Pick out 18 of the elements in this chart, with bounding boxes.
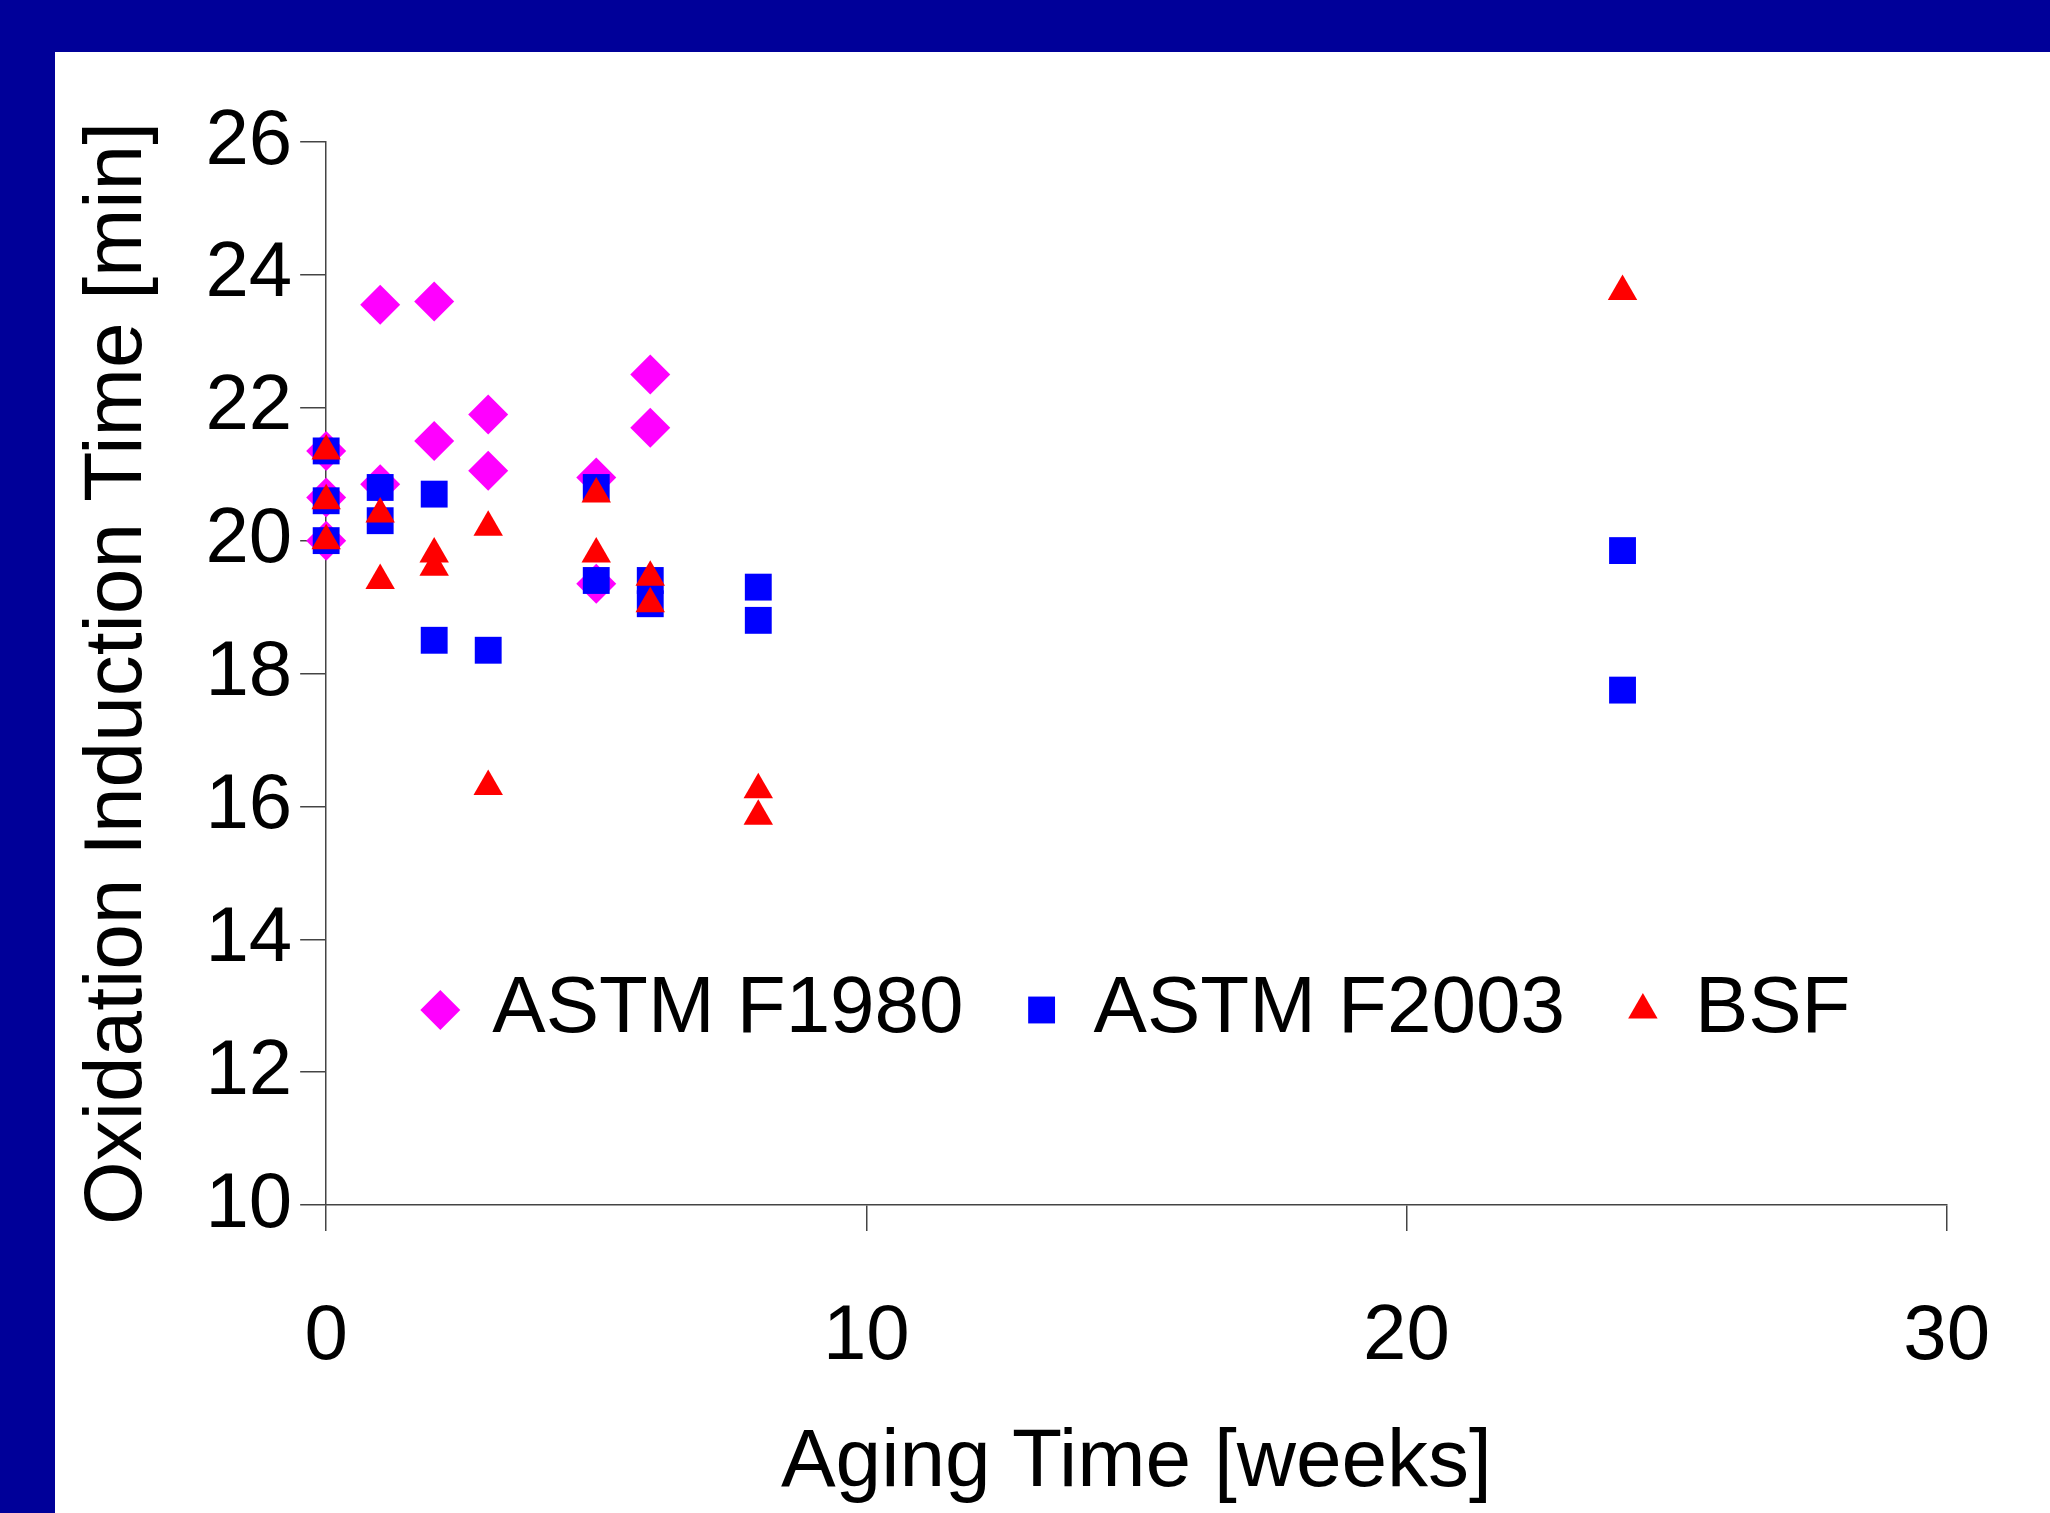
legend-label: ASTM F2003	[1093, 960, 1565, 1050]
y-tick-label: 18	[205, 624, 293, 713]
x-tick-label: 0	[304, 1288, 348, 1377]
y-axis-title: Oxidation Induction Time [min]	[66, 122, 158, 1225]
y-tick-label: 16	[205, 756, 293, 845]
y-tick-label: 24	[205, 225, 293, 314]
x-axis-title: Aging Time [weeks]	[780, 1412, 1492, 1504]
x-tick-label: 10	[822, 1288, 910, 1377]
x-tick-label: 30	[1903, 1288, 1990, 1377]
legend-label: ASTM F1980	[492, 960, 964, 1050]
y-tick-label: 20	[205, 491, 293, 580]
y-tick-label: 10	[205, 1155, 293, 1244]
legend-label: BSF	[1694, 960, 1851, 1050]
y-tick-label: 26	[205, 92, 293, 181]
x-tick-label: 20	[1363, 1288, 1450, 1377]
y-tick-label: 14	[205, 889, 293, 978]
y-tick-label: 12	[205, 1022, 293, 1111]
y-tick-label: 22	[205, 358, 293, 447]
